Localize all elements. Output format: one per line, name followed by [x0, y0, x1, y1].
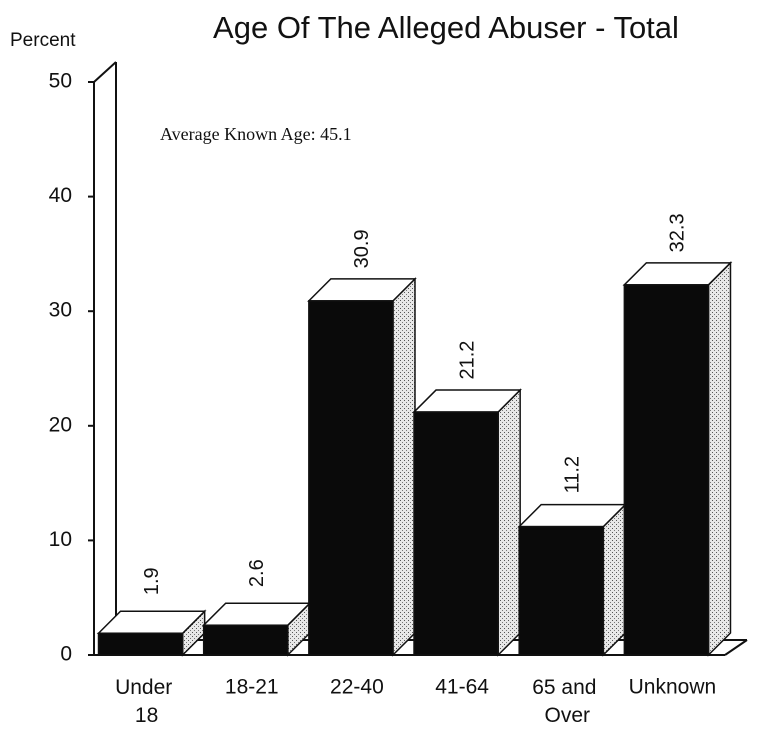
value-label: 32.3	[667, 213, 689, 252]
bar	[308, 300, 394, 656]
x-tick-label: 18-21	[225, 676, 279, 699]
y-tick-label: 30	[49, 299, 72, 322]
y-axis-label: Percent	[10, 30, 76, 51]
bar	[623, 284, 710, 656]
bar-side	[707, 261, 732, 657]
bar	[97, 632, 184, 656]
x-tick-label: 22-40	[330, 676, 384, 699]
y-tick-label: 20	[49, 413, 72, 436]
value-label: 11.2	[562, 456, 584, 493]
chart-title: Age Of The Alleged Abuser - Total	[213, 10, 679, 45]
y-tick-label: 50	[49, 70, 72, 93]
x-tick-label: Under 18	[115, 676, 178, 727]
bar	[413, 411, 499, 656]
bar-side	[602, 502, 627, 657]
bar-side	[392, 277, 416, 657]
y-tick-label: 10	[49, 528, 72, 551]
y-tick-label: 0	[60, 643, 72, 666]
value-label: 21.2	[456, 341, 478, 380]
bar	[518, 525, 605, 656]
value-label: 30.9	[351, 229, 373, 268]
x-tick-label: 65 and Over	[532, 676, 602, 727]
annotation: Average Known Age: 45.1	[160, 124, 352, 144]
x-tick-label: Unknown	[629, 676, 717, 699]
value-label: 2.6	[246, 559, 268, 587]
x-tick-label: 41-64	[435, 676, 489, 699]
bar	[202, 624, 289, 656]
bar-side	[497, 388, 521, 657]
y-tick-label: 40	[49, 184, 72, 207]
value-label: 1.9	[141, 567, 163, 595]
